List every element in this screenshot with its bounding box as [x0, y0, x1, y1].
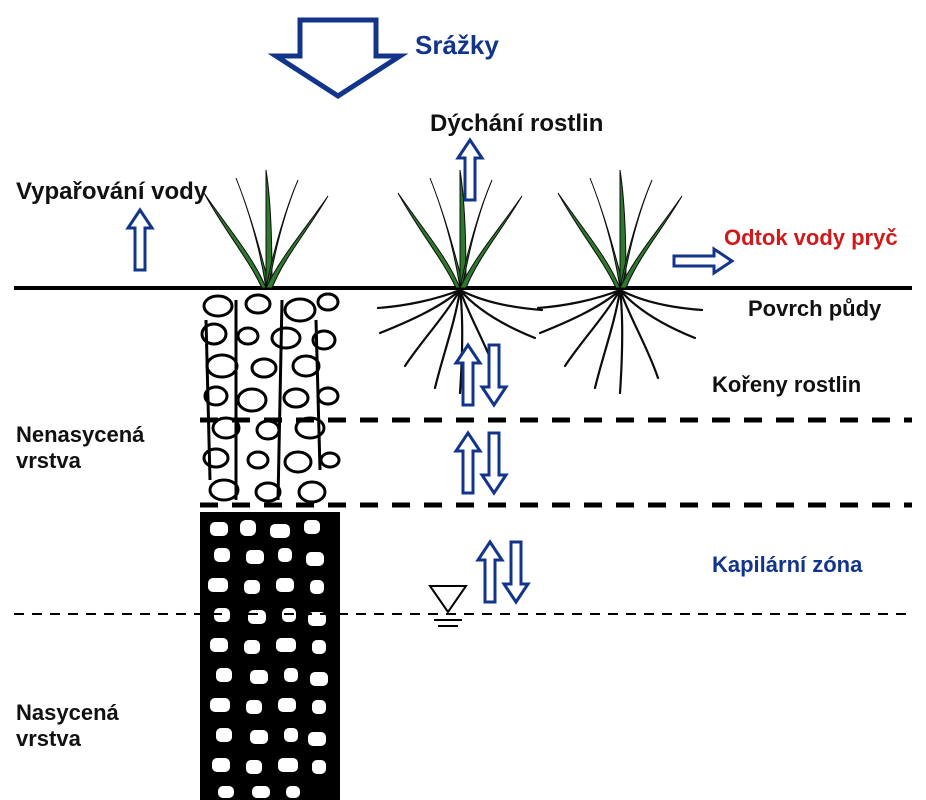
evaporation-arrow [128, 210, 152, 270]
label-runoff: Odtok vody pryč [724, 225, 898, 251]
label-unsaturated-layer: Nenasycená vrstva [16, 422, 144, 475]
label-precipitation: Srážky [415, 30, 499, 61]
plant-1 [204, 170, 328, 288]
water-table-symbol [430, 586, 466, 626]
precipitation-arrow [276, 20, 400, 96]
soil-column [200, 288, 340, 800]
label-water-evaporation: Vypařování vody [16, 178, 207, 207]
label-plant-respiration: Dýchání rostlin [430, 110, 603, 139]
label-soil-surface: Povrch půdy [748, 296, 881, 322]
label-saturated-layer: Nasycená vrstva [16, 700, 119, 753]
updown-pair-3 [478, 542, 528, 602]
label-plant-roots: Kořeny rostlin [712, 372, 861, 398]
runoff-arrow [674, 249, 732, 273]
updown-pair-2 [456, 433, 506, 493]
plant-3 [538, 170, 702, 393]
label-capillary-zone: Kapilární zóna [712, 552, 862, 578]
updown-pair-1 [456, 345, 506, 405]
